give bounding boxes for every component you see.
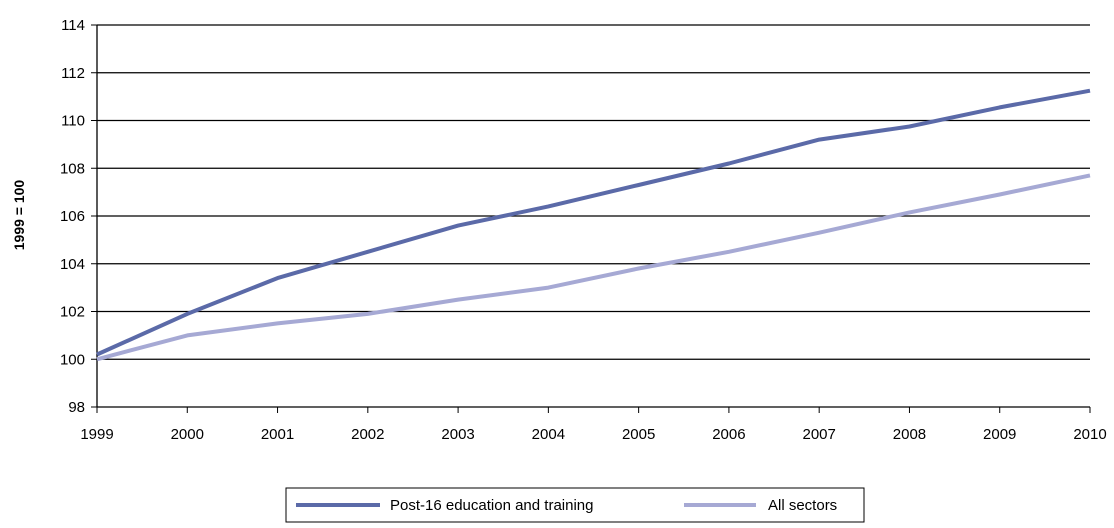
x-tick-label: 2001 [261, 426, 294, 443]
x-tick-label: 2004 [532, 426, 565, 443]
x-tick-label: 2005 [622, 426, 655, 443]
x-tick-label: 2009 [983, 426, 1016, 443]
gridlines [97, 24, 1090, 360]
x-tick-label: 2003 [441, 426, 474, 443]
x-tick-label: 2008 [893, 426, 926, 443]
series-lines [96, 88, 1091, 362]
y-axis-label: 1999 = 100 [11, 180, 27, 251]
x-tick-label: 2000 [171, 426, 204, 443]
x-tick-label: 2002 [351, 426, 384, 443]
series-line-post-16 [96, 88, 1091, 357]
x-tick-label: 2010 [1073, 426, 1106, 443]
x-tick-label: 2007 [802, 426, 835, 443]
y-tick-label: 112 [61, 65, 85, 82]
y-tick-label: 108 [60, 160, 85, 177]
legend-label-post-16: Post-16 education and training [390, 497, 593, 514]
x-tick-label: 1999 [80, 426, 113, 443]
legend-label-all-sectors: All sectors [768, 497, 837, 514]
axes: 1999 = 100 98 100 102 104 106 108 110 112 114 199… [11, 17, 1107, 443]
y-tick-label: 114 [61, 17, 85, 34]
y-tick-label: 110 [61, 113, 85, 130]
x-tick-label: 2006 [712, 426, 745, 443]
legend-box [285, 487, 865, 523]
y-tick-label: 104 [60, 256, 85, 273]
y-tick-label: 106 [60, 208, 85, 225]
y-tick-label: 98 [68, 399, 85, 416]
legend: Post-16 education and training All secto… [285, 487, 865, 523]
y-tick-label: 100 [60, 351, 85, 368]
y-tick-label: 102 [60, 304, 85, 321]
series-line-all-sectors [96, 173, 1091, 362]
